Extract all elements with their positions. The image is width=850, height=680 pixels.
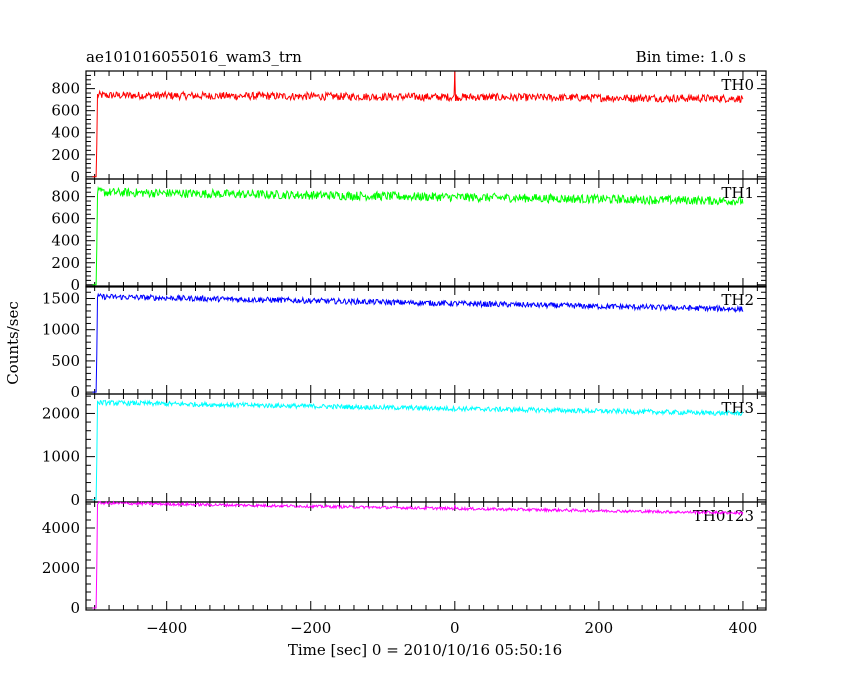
- y-tick-label: 400: [51, 232, 80, 250]
- y-tick-label: 200: [51, 254, 80, 272]
- y-tick-label: 800: [51, 80, 80, 98]
- series-th1: [92, 185, 744, 286]
- y-tick-label: 500: [51, 352, 80, 370]
- x-tick-label: 200: [585, 619, 614, 637]
- series-th0123: [92, 500, 744, 609]
- y-axis-label: Counts/sec: [4, 301, 22, 385]
- y-tick-label: 1500: [42, 289, 80, 307]
- bin-time-label: Bin time: 1.0 s: [636, 48, 746, 66]
- y-tick-label: 600: [51, 102, 80, 120]
- y-tick-label: 200: [51, 146, 80, 164]
- x-axis-label: Time [sec] 0 = 2010/10/16 05:50:16: [288, 641, 562, 659]
- y-tick-label: 400: [51, 124, 80, 142]
- panel-label-th0: TH0: [721, 76, 754, 94]
- y-tick-label: 0: [70, 491, 80, 509]
- chart-title: ae101016055016_wam3_trn: [86, 48, 302, 66]
- y-tick-label: 0: [70, 383, 80, 401]
- series-th2: [92, 292, 744, 393]
- y-tick-label: 0: [70, 276, 80, 294]
- y-tick-label: 2000: [42, 559, 80, 577]
- panels-group: 0 200 400 600 800 TH0 0 200 400 600 800 TH1 0 500 1000…: [42, 70, 767, 637]
- panel-label-th1: TH1: [721, 184, 754, 202]
- y-tick-label: 1000: [42, 448, 80, 466]
- x-tick-label: 400: [729, 619, 758, 637]
- panel-frame-th0: [85, 70, 767, 180]
- panel-label-th3: TH3: [721, 399, 754, 417]
- y-tick-label: 4000: [42, 519, 80, 537]
- x-tick-label: −200: [290, 619, 331, 637]
- x-tick-label: 0: [450, 619, 460, 637]
- y-tick-label: 800: [51, 188, 80, 206]
- y-tick-label: 0: [70, 168, 80, 186]
- y-tick-label: 0: [70, 599, 80, 617]
- panel-frame-th3: [85, 393, 767, 503]
- panel-label-th2: TH2: [721, 291, 754, 309]
- y-tick-label: 600: [51, 210, 80, 228]
- y-tick-label: 2000: [42, 404, 80, 422]
- series-th0: [92, 71, 744, 178]
- panel-frame-th0123: [85, 501, 767, 611]
- x-tick-label: −400: [146, 619, 187, 637]
- y-tick-label: 1000: [42, 321, 80, 339]
- panel-label-th0123: TH0123: [693, 507, 754, 525]
- series-th3: [92, 399, 744, 501]
